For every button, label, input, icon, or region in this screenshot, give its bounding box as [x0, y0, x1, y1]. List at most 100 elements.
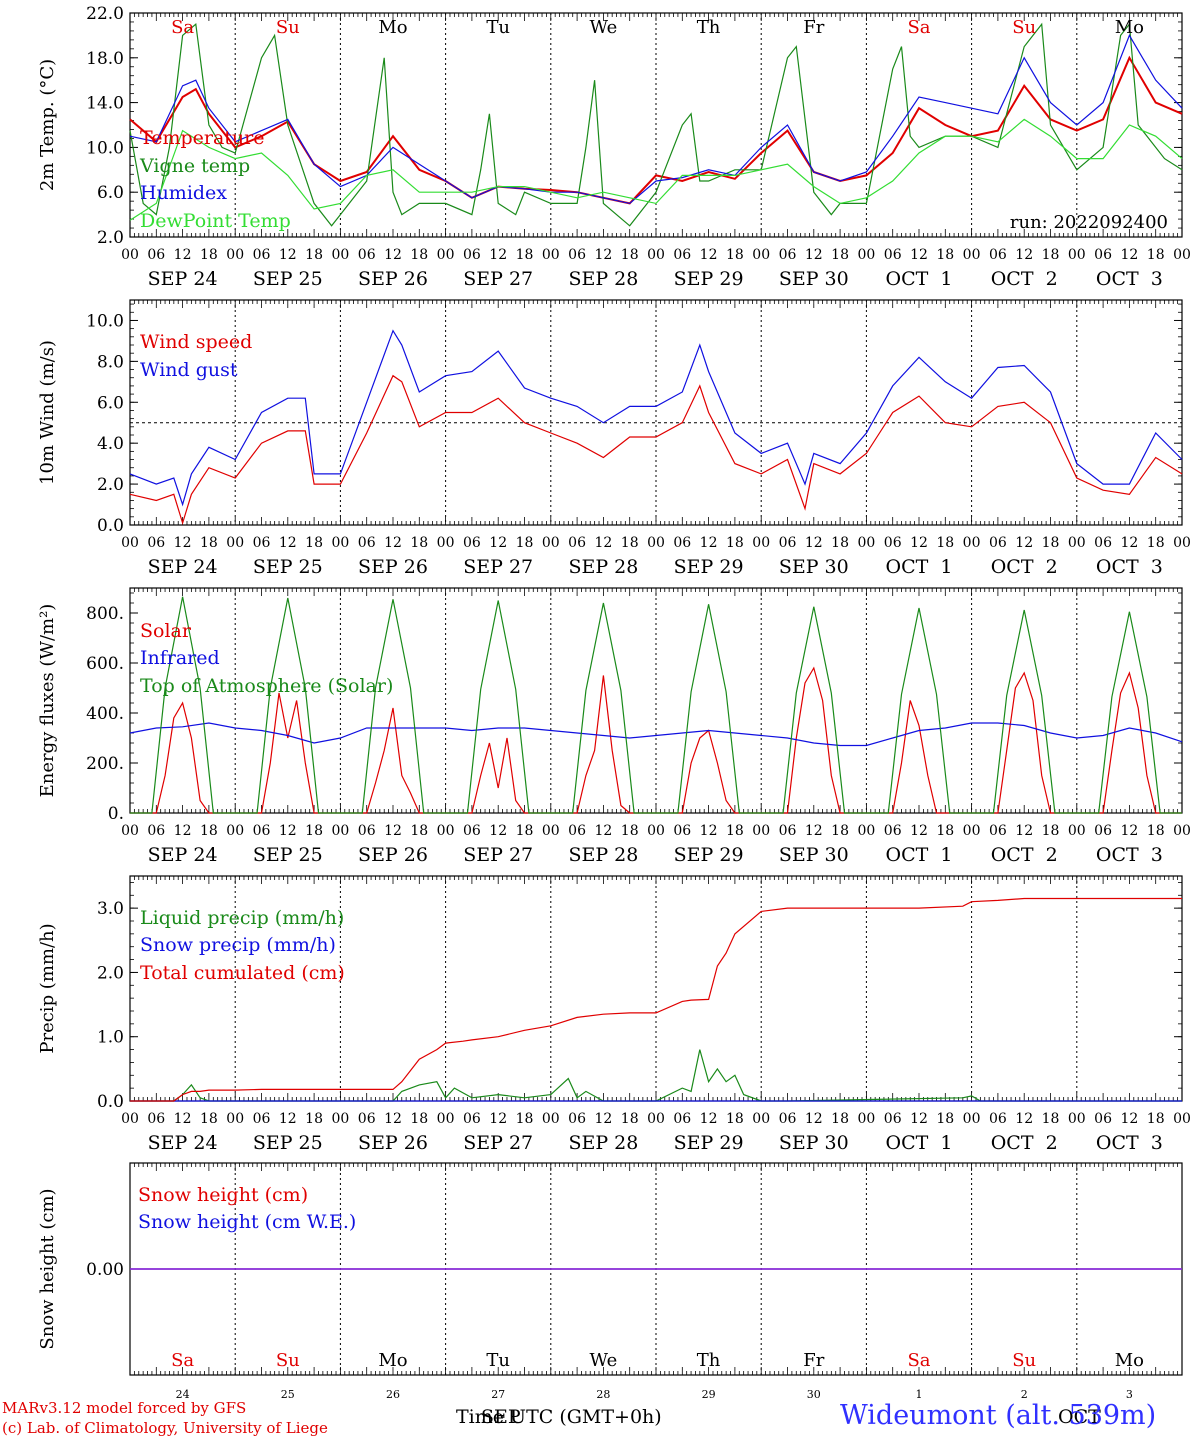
- hour-tick-label: 00: [331, 823, 349, 839]
- hour-tick-label: 00: [437, 1111, 455, 1127]
- weekday-label: Sa: [171, 1350, 194, 1371]
- hour-tick-label: 18: [1147, 535, 1165, 551]
- day-number-label: 24: [176, 1388, 190, 1401]
- weekday-label: Tu: [486, 17, 510, 38]
- weekday-label: Tu: [486, 1350, 510, 1371]
- hour-tick-label: 06: [1094, 1111, 1112, 1127]
- day-number-label: 3: [1126, 1388, 1133, 1401]
- hour-tick-label: 00: [1068, 535, 1086, 551]
- hour-tick-label: 00: [857, 535, 875, 551]
- hour-tick-label: 00: [542, 247, 560, 263]
- x-axis-month-sep: SEP: [481, 1406, 521, 1428]
- panel-3: 0. 200. 400. 600. 800. Energy fluxes (W/m²) So…: [37, 587, 1191, 866]
- hour-tick-label: 12: [700, 823, 718, 839]
- hour-tick-label: 18: [726, 535, 744, 551]
- hour-tick-label: 06: [358, 1111, 376, 1127]
- hour-tick-label: 06: [147, 1111, 165, 1127]
- hour-tick-label: 12: [384, 247, 402, 263]
- y-tick-label: 2.0: [97, 963, 124, 983]
- series-line-2: [129, 722, 1183, 747]
- y-tick-label: 14.0: [86, 94, 124, 114]
- hour-tick-label: 06: [989, 535, 1007, 551]
- hour-tick-label: 12: [700, 1111, 718, 1127]
- date-label: SEP 27: [463, 1132, 533, 1154]
- hour-tick-label: 18: [410, 535, 428, 551]
- weekday-label: Su: [276, 17, 300, 38]
- hour-tick-label: 06: [1094, 823, 1112, 839]
- date-label: SEP 25: [253, 556, 323, 578]
- legend-entry: Infrared: [140, 647, 220, 669]
- legend-entry: Wind gust: [140, 359, 238, 381]
- y-tick-label: 6.0: [97, 183, 124, 203]
- date-label: SEP 30: [779, 556, 849, 578]
- hour-tick-label: 00: [647, 247, 665, 263]
- y-axis-title: 10m Wind (m/s): [37, 340, 58, 485]
- hour-tick-label: 06: [673, 1111, 691, 1127]
- date-label: OCT 2: [991, 844, 1058, 866]
- hour-tick-label: 06: [779, 823, 797, 839]
- hour-tick-label: 18: [936, 823, 954, 839]
- hour-tick-label: 06: [147, 247, 165, 263]
- hour-tick-label: 00: [857, 247, 875, 263]
- hour-tick-label: 06: [463, 247, 481, 263]
- hour-tick-label: 06: [989, 1111, 1007, 1127]
- hour-tick-label: 06: [779, 247, 797, 263]
- series-line-2: [129, 22, 1183, 227]
- hour-tick-label: 12: [910, 247, 928, 263]
- y-axis-title: Energy fluxes (W/m²): [37, 604, 58, 798]
- hour-tick-label: 00: [963, 1111, 981, 1127]
- hour-tick-label: 06: [253, 1111, 271, 1127]
- hour-tick-label: 18: [200, 823, 218, 839]
- x-axis-title: Time UTC (GMT+0h): [456, 1406, 662, 1428]
- hour-tick-label: 12: [805, 823, 823, 839]
- y-tick-label: 600.: [86, 654, 124, 674]
- hour-tick-label: 00: [1173, 823, 1191, 839]
- hour-tick-label: 12: [384, 823, 402, 839]
- hour-tick-label: 00: [121, 1111, 139, 1127]
- hour-tick-label: 12: [489, 247, 507, 263]
- hour-tick-label: 00: [752, 535, 770, 551]
- hour-tick-label: 12: [489, 535, 507, 551]
- day-number-label: 29: [702, 1388, 716, 1401]
- hour-tick-label: 12: [700, 535, 718, 551]
- y-tick-label: 800.: [86, 604, 124, 624]
- hour-tick-label: 18: [200, 1111, 218, 1127]
- hour-tick-label: 12: [384, 1111, 402, 1127]
- hour-tick-label: 12: [805, 247, 823, 263]
- hour-tick-label: 12: [910, 535, 928, 551]
- weekday-label: Mo: [1115, 17, 1144, 38]
- hour-tick-label: 12: [1015, 1111, 1033, 1127]
- hour-tick-label: 06: [1094, 247, 1112, 263]
- hour-tick-label: 00: [121, 823, 139, 839]
- hour-tick-label: 00: [226, 823, 244, 839]
- weekday-label: Mo: [1115, 1350, 1144, 1371]
- model-credit-line-1: MARv3.12 model forced by GFS: [2, 1399, 247, 1417]
- hour-tick-label: 18: [831, 823, 849, 839]
- weekday-label: We: [590, 1350, 618, 1371]
- series-line-2: [129, 329, 1183, 507]
- date-label: SEP 26: [358, 1132, 428, 1154]
- hour-tick-label: 18: [621, 535, 639, 551]
- date-label: OCT 1: [886, 1132, 953, 1154]
- weekday-label: Su: [1012, 1350, 1036, 1371]
- date-label: SEP 24: [148, 268, 218, 290]
- hour-tick-label: 06: [568, 535, 586, 551]
- hour-tick-label: 18: [1147, 1111, 1165, 1127]
- hour-tick-label: 06: [463, 1111, 481, 1127]
- hour-tick-label: 06: [673, 823, 691, 839]
- date-label: SEP 26: [358, 556, 428, 578]
- hour-tick-label: 06: [463, 535, 481, 551]
- hour-tick-label: 12: [489, 823, 507, 839]
- series-line-3: [130, 596, 1182, 814]
- hour-tick-label: 18: [200, 535, 218, 551]
- day-number-label: 1: [916, 1388, 923, 1401]
- date-label: SEP 28: [568, 556, 638, 578]
- weekday-label: Fr: [803, 17, 824, 38]
- hour-tick-label: 12: [700, 247, 718, 263]
- y-tick-label: 0.0: [97, 1092, 124, 1112]
- date-label: SEP 27: [463, 268, 533, 290]
- hour-tick-label: 18: [516, 1111, 534, 1127]
- hour-tick-label: 18: [726, 1111, 744, 1127]
- hour-tick-label: 00: [1068, 247, 1086, 263]
- hour-tick-label: 12: [594, 1111, 612, 1127]
